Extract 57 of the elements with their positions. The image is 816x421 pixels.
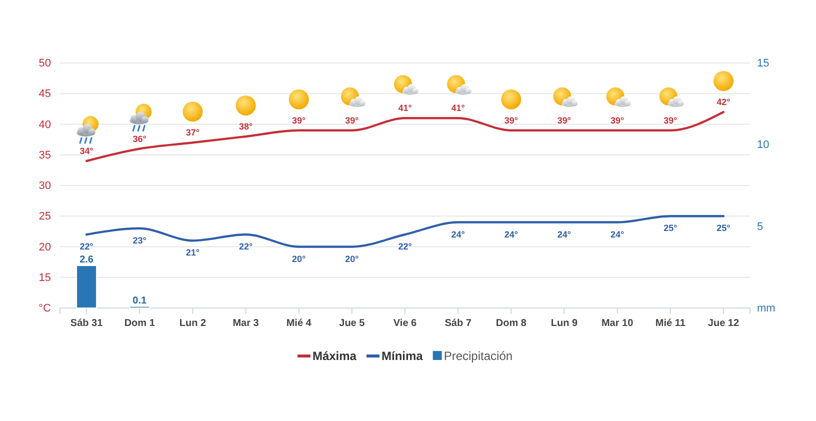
x-tick-label: Jue 5 [339, 318, 366, 330]
data-label: 2.6 [80, 254, 94, 266]
x-tick-label: Sáb 7 [444, 318, 472, 330]
data-label: 25° [664, 223, 678, 234]
data-label: 39° [345, 115, 360, 126]
data-label: 21° [186, 248, 200, 258]
y-tick-label: 30 [38, 180, 51, 192]
y-tick-label: 20 [38, 241, 51, 254]
data-label: 0.1 [132, 295, 147, 306]
data-label: 39° [610, 115, 625, 126]
y-tick-label: 50 [38, 58, 51, 70]
y2-tick-label: 10 [757, 139, 770, 152]
data-label: 39° [504, 115, 518, 126]
data-label: 22° [80, 242, 94, 252]
data-label: 24° [557, 229, 572, 240]
data-label: 23° [132, 235, 147, 246]
y-tick-label: 45 [38, 88, 51, 100]
x-tick-label: Lun 9 [550, 318, 578, 330]
y2-tick-label: 15 [757, 58, 770, 70]
x-tick-label: Jue 12 [708, 318, 740, 330]
x-tick-label: Mar 3 [232, 318, 260, 330]
data-label: 41° [451, 103, 466, 114]
y-tick-label: 25 [38, 210, 51, 223]
data-label: 34° [80, 146, 94, 156]
legend-label: Máxima [312, 349, 357, 363]
data-label: 20° [292, 254, 306, 264]
data-label: 24° [451, 229, 466, 240]
y-tick-label: °C [38, 302, 52, 315]
data-label: 42° [716, 97, 731, 107]
data-label: 41° [398, 103, 412, 114]
data-label: 39° [664, 115, 678, 126]
data-label: 37° [186, 128, 200, 138]
y2-tick-label: mm [757, 302, 776, 315]
x-tick-label: Mié 11 [655, 318, 686, 330]
data-label: 20° [345, 254, 360, 264]
data-label: 22° [398, 242, 412, 252]
y-tick-label: 40 [38, 118, 51, 131]
y-tick-label: 35 [38, 149, 51, 162]
data-label: 39° [292, 115, 306, 126]
data-label: 24° [610, 229, 625, 240]
data-label: 36° [132, 134, 147, 144]
legend-label: Precipitación [444, 349, 513, 363]
x-tick-label: Vie 6 [393, 318, 418, 330]
x-tick-label: Dom 1 [124, 318, 156, 330]
legend-label: Mínima [381, 349, 424, 363]
y2-tick-label: 5 [757, 220, 764, 233]
x-tick-label: Mié 4 [286, 318, 312, 330]
data-label: 22° [238, 242, 253, 252]
x-tick-label: Lun 2 [179, 318, 206, 330]
data-label: 39° [557, 115, 572, 126]
x-tick-label: Sáb 31 [70, 318, 104, 330]
y-tick-label: 15 [38, 272, 51, 284]
data-label: 38° [238, 122, 253, 132]
x-tick-label: Dom 8 [496, 318, 527, 330]
data-label: 24° [504, 229, 518, 240]
data-label: 25° [716, 223, 731, 234]
x-tick-label: Mar 10 [601, 318, 634, 330]
